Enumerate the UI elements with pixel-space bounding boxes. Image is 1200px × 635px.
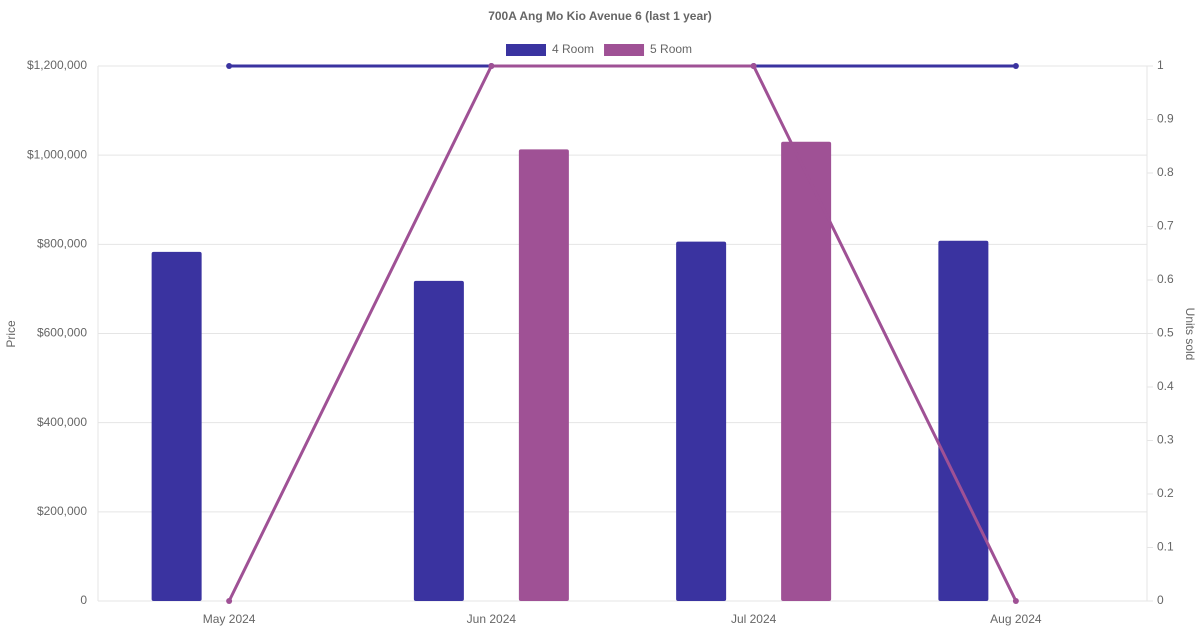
y-tick-label: $1,200,000 (27, 58, 87, 72)
y-tick-label: 0 (80, 593, 87, 607)
y2-tick-label: 0.9 (1157, 112, 1174, 126)
y-tick-label: $1,000,000 (27, 147, 87, 161)
line-point (488, 63, 495, 69)
bar (151, 251, 202, 601)
x-tick-label: Jun 2024 (467, 612, 517, 626)
line-point (1012, 63, 1019, 69)
y2-tick-label: 0.4 (1157, 379, 1174, 393)
y2-tick-label: 0.6 (1157, 272, 1174, 286)
bar (781, 141, 832, 601)
y2-tick-label: 1 (1157, 58, 1164, 72)
legend-label: 5 Room (650, 42, 692, 56)
x-tick-label: Aug 2024 (990, 612, 1042, 626)
bar (676, 241, 727, 602)
y-tick-label: $800,000 (37, 237, 87, 251)
x-tick-label: May 2024 (203, 612, 256, 626)
y-tick-label: $400,000 (37, 415, 87, 429)
line-point (750, 63, 757, 69)
y2-tick-label: 0.7 (1157, 219, 1174, 233)
y-tick-label: $200,000 (37, 504, 87, 518)
y2-axis-title: Units sold (1183, 308, 1197, 361)
y2-tick-label: 0.8 (1157, 165, 1174, 179)
y2-tick-label: 0.1 (1157, 540, 1174, 554)
line-point (226, 598, 233, 604)
bar (518, 149, 569, 601)
y-tick-label: $600,000 (37, 326, 87, 340)
y2-tick-label: 0.3 (1157, 433, 1174, 447)
legend-label: 4 Room (552, 42, 594, 56)
line-point (1012, 598, 1019, 604)
y-axis-title: Price (4, 320, 18, 348)
line-point (226, 63, 233, 69)
chart-title: 700A Ang Mo Kio Avenue 6 (last 1 year) (488, 9, 712, 23)
x-tick-label: Jul 2024 (731, 612, 777, 626)
bar (938, 240, 989, 601)
legend-swatch (506, 44, 546, 56)
y2-tick-label: 0.5 (1157, 326, 1174, 340)
legend-swatch (604, 44, 645, 56)
y2-tick-label: 0 (1157, 593, 1164, 607)
y2-tick-label: 0.2 (1157, 486, 1174, 500)
bar (413, 280, 464, 601)
line (227, 64, 1018, 602)
